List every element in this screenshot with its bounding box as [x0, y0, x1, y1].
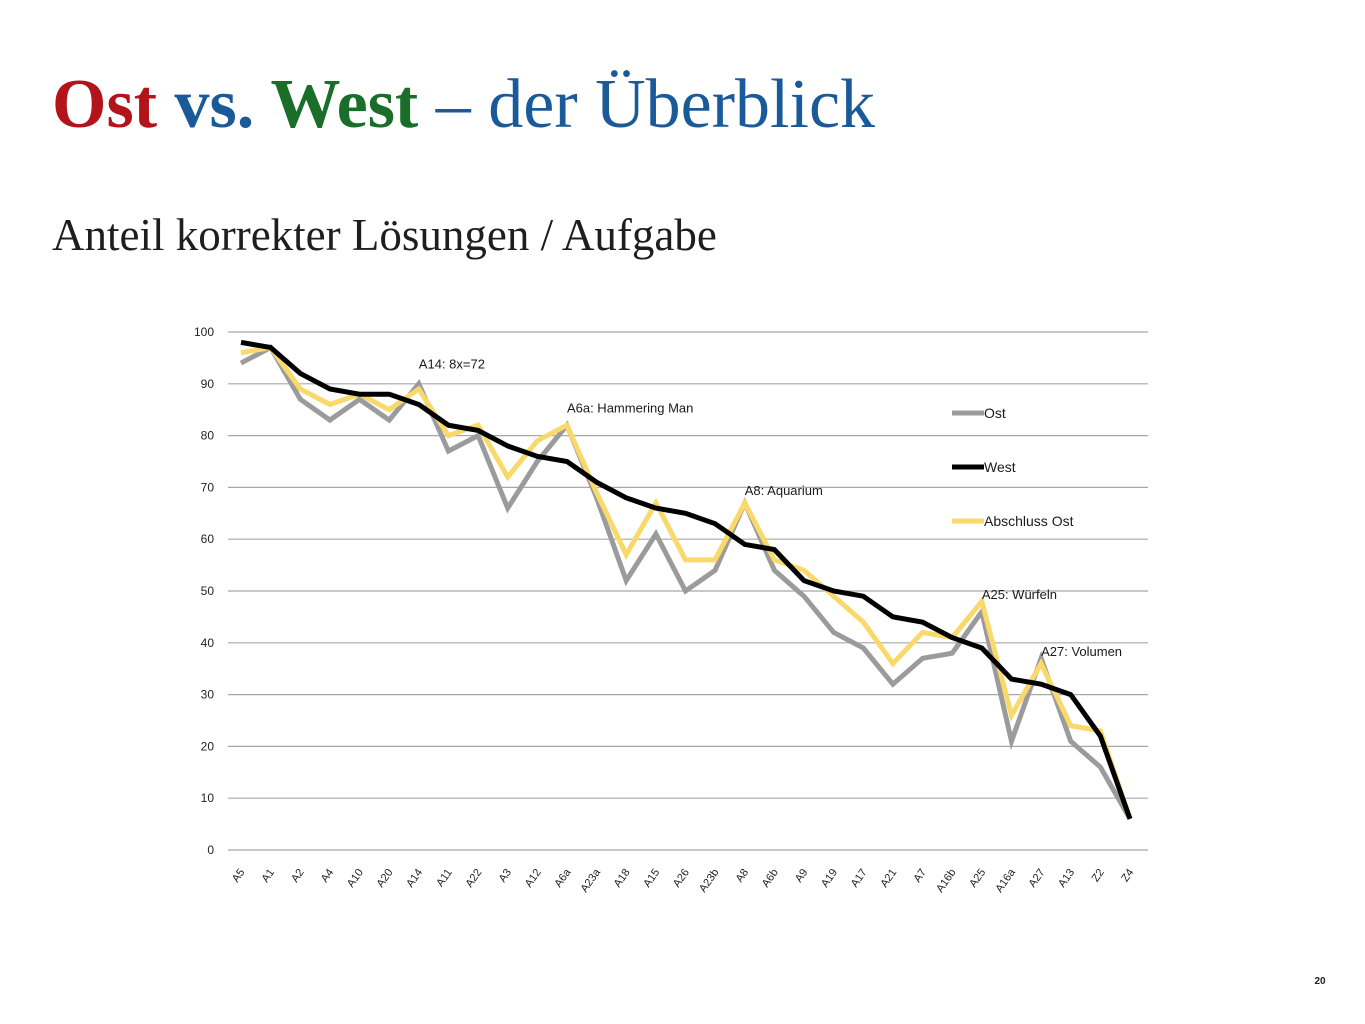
x-tick-label: A6a [552, 866, 574, 890]
chart-annotations: A14: 8x=72 A6a: Hammering Man A8: Aquarium… [419, 356, 1122, 658]
x-tick-label: A23b [697, 867, 722, 895]
y-axis-ticks: 0 10 20 30 40 50 60 70 80 90 100 [194, 325, 214, 857]
x-tick-label: A1 [260, 867, 278, 885]
x-tick-label: A8 [734, 867, 752, 885]
annotation-label: A6a: Hammering Man [567, 400, 693, 415]
chart-legend: Ost West Abschluss Ost [952, 405, 1074, 529]
x-tick-label: A22 [463, 867, 484, 890]
annotation-label: A25: Würfeln [982, 587, 1057, 602]
legend-label: Abschluss Ost [984, 513, 1074, 529]
series-line-west [240, 339, 1133, 820]
x-tick-label: A10 [345, 867, 366, 890]
y-tick-label: 70 [201, 480, 215, 494]
y-tick-label: 50 [201, 584, 215, 598]
y-tick-label: 10 [201, 791, 215, 805]
y-tick-label: 80 [201, 429, 215, 443]
slide-title: Ost vs. West – der Überblick [52, 62, 875, 148]
x-tick-label: A11 [434, 867, 455, 889]
x-tick-label: A14 [404, 867, 425, 890]
x-tick-label: A17 [849, 867, 870, 890]
x-tick-label: A21 [878, 867, 899, 890]
y-tick-label: 0 [207, 843, 214, 857]
x-tick-label: A13 [1056, 867, 1077, 890]
x-tick-label: A19 [819, 867, 840, 890]
x-tick-label: A3 [497, 867, 515, 885]
x-tick-label: A18 [612, 867, 633, 890]
x-tick-label: A15 [641, 867, 662, 890]
x-tick-label: A16a [993, 866, 1018, 895]
x-tick-label: A25 [967, 867, 988, 890]
x-tick-label: Z4 [1119, 867, 1136, 884]
line-chart: 0 10 20 30 40 50 60 70 80 90 100 A5 A1 A2 A4 A10 A20 A14… [194, 325, 1148, 895]
slide-subtitle: Anteil korrekter Lösungen / Aufgabe [52, 210, 717, 260]
page-number: 20 [1314, 976, 1326, 987]
y-tick-label: 40 [201, 636, 215, 650]
x-tick-label: A7 [911, 867, 929, 885]
y-tick-label: 20 [201, 739, 215, 753]
legend-label: Ost [984, 405, 1006, 421]
x-tick-label: A5 [230, 867, 248, 885]
y-tick-label: 60 [201, 532, 215, 546]
x-tick-label: Z2 [1090, 867, 1107, 884]
x-tick-label: A12 [523, 867, 544, 890]
annotation-label: A27: Volumen [1041, 644, 1122, 659]
x-tick-label: A27 [1026, 867, 1047, 890]
title-part-ost: Ost [52, 66, 157, 143]
x-tick-label: A4 [319, 867, 337, 885]
title-part-vs: vs. [157, 66, 271, 143]
series-line-ost [239, 344, 1133, 821]
x-tick-label: A6b [760, 867, 781, 890]
x-tick-label: A20 [375, 867, 396, 890]
x-axis-ticks: A5 A1 A2 A4 A10 A20 A14 A11 A22 A3 A12 A6a A23a A18 A1… [230, 866, 1137, 895]
x-tick-label: A23a [578, 866, 603, 895]
series-line-abschluss-ost [240, 344, 1133, 820]
y-tick-label: 90 [201, 377, 215, 391]
chart-series [239, 339, 1133, 821]
x-tick-label: A9 [793, 867, 811, 885]
y-tick-label: 30 [201, 688, 215, 702]
y-tick-label: 100 [194, 325, 214, 339]
annotation-label: A8: Aquarium [745, 483, 823, 498]
x-tick-label: A16b [934, 867, 959, 895]
title-part-west: West [270, 66, 419, 143]
annotation-label: A14: 8x=72 [419, 356, 485, 371]
x-tick-label: A26 [671, 867, 692, 890]
title-part-overview: – der Überblick [418, 66, 876, 143]
legend-label: West [984, 459, 1016, 475]
x-tick-label: A2 [289, 867, 307, 885]
